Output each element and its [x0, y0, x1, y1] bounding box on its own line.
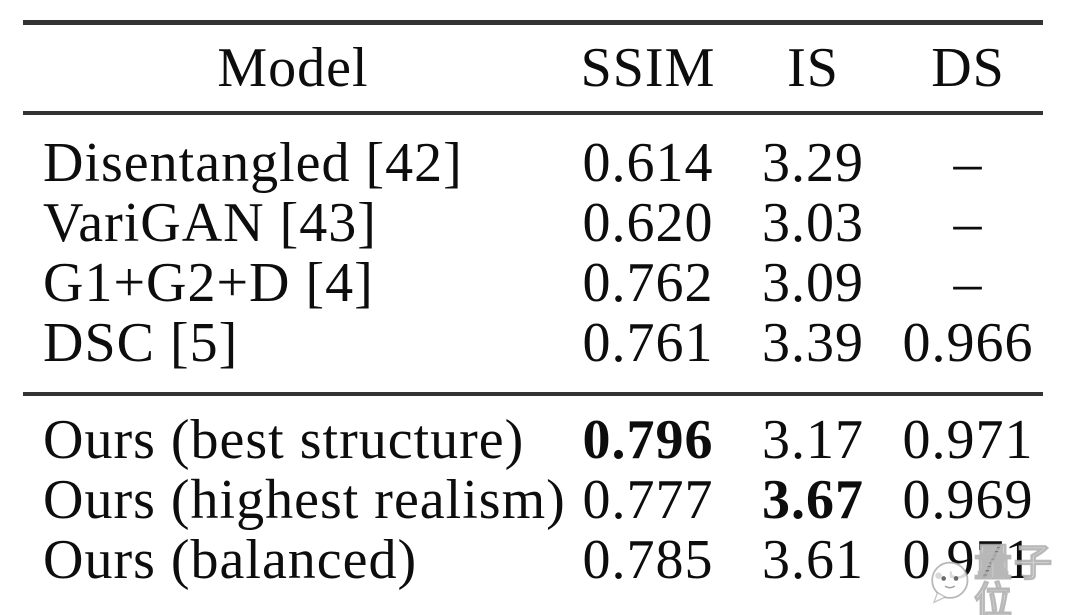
- ds-cell: –: [953, 252, 983, 314]
- table-row: Disentangled [42] 0.614 3.29 –: [23, 133, 1043, 193]
- ssim-cell: 0.762: [582, 252, 714, 314]
- baseline-group: Disentangled [42] 0.614 3.29 – VariGAN […: [23, 115, 1043, 392]
- ssim-cell: 0.785: [582, 529, 714, 591]
- ds-cell: 0.966: [902, 312, 1034, 374]
- header-is: IS: [787, 37, 839, 99]
- header-model: Model: [217, 37, 369, 99]
- table-row: VariGAN [43] 0.620 3.03 –: [23, 193, 1043, 253]
- ours-group: Ours (best structure) 0.796 3.17 0.971 O…: [23, 396, 1043, 590]
- model-cell: Disentangled [42]: [43, 132, 463, 194]
- is-cell: 3.67: [762, 469, 864, 531]
- table-row: DSC [5] 0.761 3.39 0.966: [23, 313, 1043, 373]
- table-row: Ours (highest realism) 0.777 3.67 0.969: [23, 470, 1043, 530]
- header-ssim: SSIM: [580, 37, 716, 99]
- is-cell: 3.17: [762, 409, 864, 471]
- is-cell: 3.61: [762, 529, 864, 591]
- qbitai-bubble-icon: [931, 561, 969, 604]
- results-table: Model SSIM IS DS Disentangled [42] 0.614…: [23, 20, 1043, 590]
- model-cell: VariGAN [43]: [43, 192, 377, 254]
- is-cell: 3.29: [762, 132, 864, 194]
- ssim-cell: 0.761: [582, 312, 714, 374]
- ssim-cell: 0.620: [582, 192, 714, 254]
- is-cell: 3.03: [762, 192, 864, 254]
- mid-rule: [23, 392, 1043, 396]
- ds-cell: –: [953, 192, 983, 254]
- table-row: G1+G2+D [4] 0.762 3.09 –: [23, 253, 1043, 313]
- model-cell: G1+G2+D [4]: [43, 252, 374, 314]
- ds-cell: 0.969: [902, 469, 1034, 531]
- watermark-text: 量子位: [973, 541, 1054, 615]
- ds-cell: 0.971: [902, 409, 1034, 471]
- is-cell: 3.09: [762, 252, 864, 314]
- header-row: Model SSIM IS DS: [23, 25, 1043, 111]
- is-cell: 3.39: [762, 312, 864, 374]
- ds-cell: –: [953, 132, 983, 194]
- model-cell: DSC [5]: [43, 312, 239, 374]
- model-cell: Ours (balanced): [43, 529, 418, 591]
- header-rule: [23, 111, 1043, 115]
- top-rule: [23, 20, 1043, 25]
- ssim-cell: 0.777: [582, 469, 714, 531]
- table-row: Ours (best structure) 0.796 3.17 0.971: [23, 410, 1043, 470]
- table-row: Ours (balanced) 0.785 3.61 0.971: [23, 530, 1043, 590]
- header-ds: DS: [931, 37, 1005, 99]
- model-cell: Ours (best structure): [43, 409, 525, 471]
- ssim-cell: 0.614: [582, 132, 714, 194]
- model-cell: Ours (highest realism): [43, 469, 566, 531]
- ssim-cell: 0.796: [582, 409, 714, 471]
- watermark: 量子位: [926, 541, 1080, 615]
